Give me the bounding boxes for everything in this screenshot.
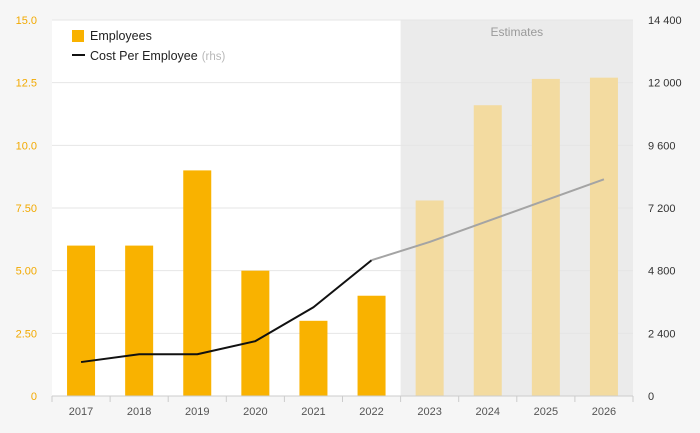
y-left-tick-label: 12.5 — [16, 78, 37, 90]
bar-employees — [357, 295, 386, 396]
y-right-tick-label: 7 200 — [648, 203, 676, 215]
y-right-tick-label: 14 400 — [648, 15, 682, 27]
x-tick-label: 2020 — [243, 406, 267, 418]
bar-employees — [473, 105, 502, 396]
bar-employees — [415, 200, 444, 396]
x-tick-label: 2019 — [185, 406, 209, 418]
y-left-tick-label: 0 — [31, 391, 37, 403]
estimates-label: Estimates — [490, 25, 543, 39]
x-tick-label: 2017 — [69, 406, 93, 418]
y-right-tick-label: 4 800 — [648, 266, 676, 278]
bar-employees — [299, 320, 328, 396]
bar-employees — [67, 245, 96, 396]
y-right-tick-label: 12 000 — [648, 78, 682, 90]
x-tick-label: 2021 — [301, 406, 325, 418]
x-tick-label: 2024 — [476, 406, 500, 418]
bar-employees — [241, 270, 270, 396]
x-tick-label: 2022 — [359, 406, 383, 418]
y-left-tick-label: 15.0 — [16, 15, 37, 27]
legend-label-cost-per-employee: Cost Per Employee (rhs) — [90, 49, 225, 63]
bar-employees — [589, 77, 618, 397]
line-cost-per-employee — [80, 259, 373, 364]
y-right-tick-label: 0 — [648, 391, 654, 403]
bar-employees — [125, 245, 154, 396]
y-right-tick-label: 9 600 — [648, 140, 676, 152]
bar-employees — [183, 170, 212, 396]
legend-swatch-employees — [72, 30, 84, 42]
line-cost-per-employee-estimate — [371, 178, 605, 262]
bar-employees — [531, 78, 560, 396]
y-right-tick-label: 2 400 — [648, 328, 676, 340]
y-left-tick-label: 10.0 — [16, 140, 37, 152]
y-left-tick-label: 2.50 — [16, 328, 37, 340]
x-tick-label: 2026 — [592, 406, 616, 418]
x-tick-label: 2018 — [127, 406, 151, 418]
x-tick-label: 2025 — [534, 406, 558, 418]
x-tick-label: 2023 — [417, 406, 441, 418]
y-left-tick-label: 7.50 — [16, 203, 37, 215]
y-left-tick-label: 5.00 — [16, 266, 37, 278]
legend-label-employees: Employees — [90, 29, 152, 43]
